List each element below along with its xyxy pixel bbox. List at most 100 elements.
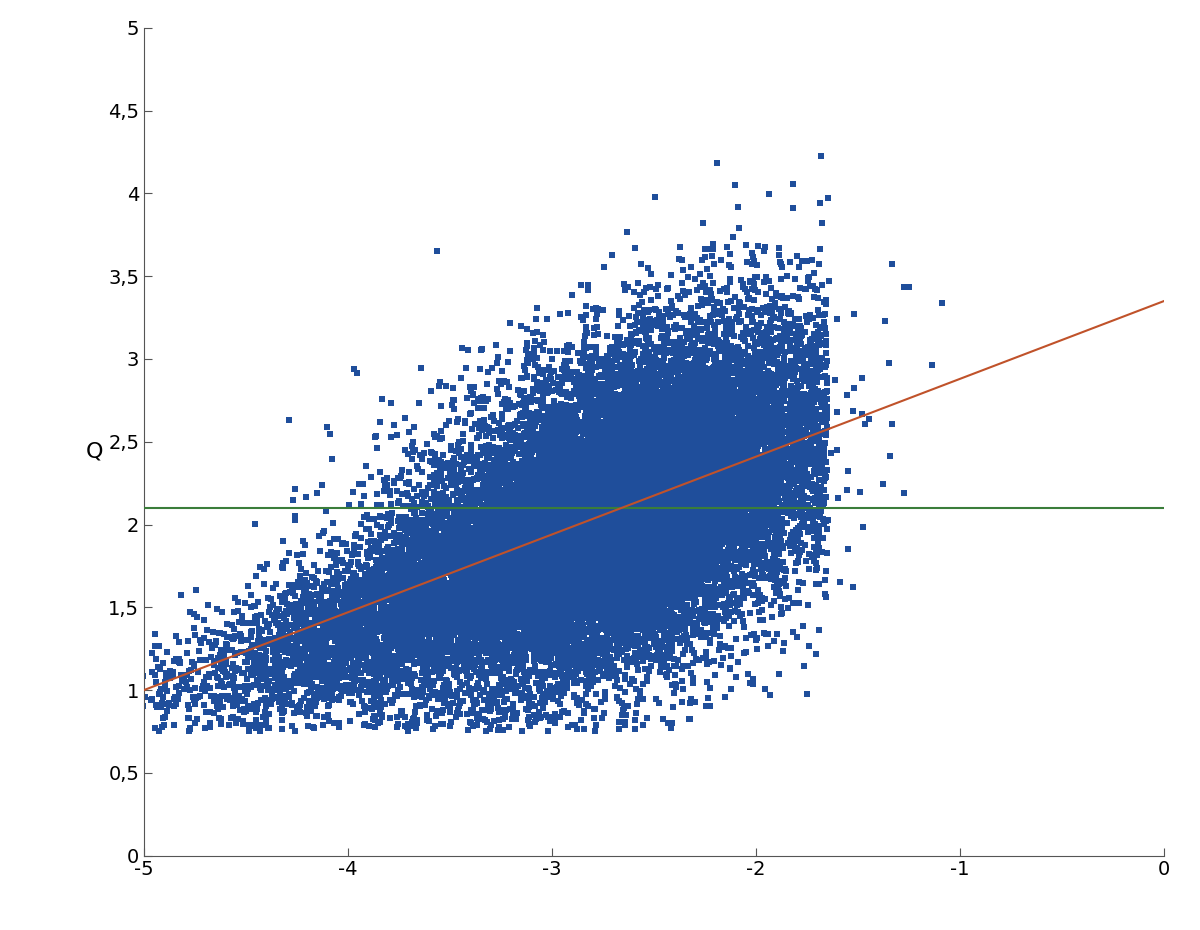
Point — [354, 587, 373, 602]
Point — [433, 572, 452, 587]
Point — [601, 467, 620, 482]
Point — [559, 582, 578, 597]
Point — [659, 366, 678, 381]
Point — [575, 495, 594, 510]
Point — [377, 575, 396, 590]
Point — [791, 394, 810, 409]
Point — [703, 347, 722, 362]
Point — [463, 578, 482, 592]
Point — [496, 621, 515, 636]
Point — [611, 479, 630, 494]
Point — [790, 481, 809, 496]
Point — [652, 542, 671, 557]
Point — [594, 470, 613, 485]
Point — [371, 613, 390, 628]
Point — [598, 661, 617, 676]
Point — [373, 577, 392, 591]
Point — [768, 405, 787, 419]
Point — [631, 525, 650, 540]
Point — [535, 533, 554, 548]
Point — [583, 553, 602, 568]
Point — [622, 486, 641, 501]
Point — [649, 535, 668, 550]
Point — [516, 425, 535, 440]
Point — [550, 616, 569, 631]
Point — [590, 455, 610, 470]
Point — [517, 408, 536, 423]
Point — [660, 397, 679, 412]
Point — [505, 532, 524, 547]
Point — [730, 438, 749, 453]
Point — [534, 631, 553, 645]
Point — [631, 572, 650, 587]
Point — [547, 584, 566, 599]
Point — [844, 404, 863, 418]
Point — [623, 544, 642, 559]
Point — [806, 563, 826, 578]
Point — [382, 563, 401, 578]
Point — [778, 444, 797, 458]
Point — [648, 423, 667, 438]
Point — [689, 491, 708, 506]
Point — [763, 563, 782, 578]
Point — [560, 472, 580, 487]
Point — [556, 673, 575, 688]
Point — [488, 568, 508, 583]
Point — [475, 584, 494, 599]
Point — [504, 399, 523, 414]
Point — [410, 638, 430, 653]
Point — [658, 457, 677, 472]
Point — [616, 636, 635, 651]
Point — [498, 580, 517, 595]
Point — [583, 349, 602, 364]
Point — [586, 588, 605, 603]
Point — [533, 628, 552, 643]
Point — [689, 653, 708, 668]
Point — [556, 435, 575, 450]
Point — [659, 491, 678, 506]
Point — [764, 547, 784, 562]
Point — [613, 489, 632, 504]
Point — [692, 507, 712, 522]
Point — [697, 428, 716, 443]
Point — [569, 526, 588, 541]
Point — [680, 345, 700, 360]
Point — [425, 549, 444, 564]
Point — [272, 665, 292, 680]
Point — [680, 419, 700, 434]
Point — [583, 603, 602, 618]
Point — [407, 620, 426, 635]
Point — [700, 433, 719, 448]
Point — [630, 604, 649, 618]
Point — [712, 368, 731, 383]
Point — [475, 546, 494, 561]
Point — [445, 649, 464, 664]
Point — [760, 419, 779, 434]
Point — [622, 577, 641, 591]
Point — [660, 394, 679, 409]
Point — [695, 400, 714, 415]
Point — [533, 394, 552, 409]
Point — [557, 453, 576, 468]
Point — [758, 445, 778, 460]
Point — [402, 616, 421, 631]
Point — [484, 610, 503, 625]
Point — [533, 397, 552, 412]
Point — [486, 548, 505, 563]
Point — [628, 524, 647, 538]
Point — [631, 585, 650, 600]
Point — [481, 534, 500, 549]
Point — [812, 215, 832, 230]
Point — [504, 460, 523, 475]
Point — [520, 571, 539, 586]
Point — [556, 485, 575, 500]
Point — [559, 590, 578, 604]
Point — [754, 379, 773, 394]
Point — [430, 461, 449, 476]
Point — [640, 398, 659, 413]
Point — [696, 562, 715, 577]
Point — [731, 462, 750, 477]
Point — [662, 449, 682, 464]
Point — [644, 526, 664, 541]
Point — [653, 415, 672, 430]
